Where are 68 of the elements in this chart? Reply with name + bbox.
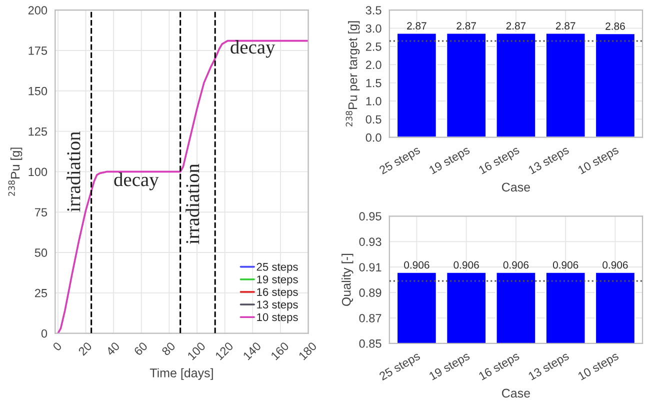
y-tick-label: 0.85 — [359, 339, 382, 348]
annotation: decay — [230, 40, 276, 58]
y-tick-label: 3.5 — [366, 6, 382, 14]
y-tick-label: 50 — [34, 248, 48, 257]
annotation: decay — [114, 172, 159, 190]
x-tick-label: 10 steps — [578, 145, 620, 176]
data-label: 0.906 — [552, 261, 578, 269]
y-tick-label: 0.0 — [366, 133, 382, 142]
y-tick-label: 0.5 — [366, 115, 382, 124]
x-tick-label: 13 steps — [528, 352, 571, 382]
x-tick-label: 25 steps — [378, 145, 422, 177]
legend-label: 13 steps — [257, 300, 298, 311]
y-tick-label: 2.0 — [366, 60, 382, 70]
y-tick-label: 0.89 — [359, 288, 382, 297]
x-tick-label: 120 — [214, 341, 234, 360]
data-label: 0.906 — [454, 261, 479, 269]
y-tick-label: 0.93 — [359, 238, 382, 246]
legend-label: 25 steps — [256, 262, 298, 273]
y-tick-label: 200 — [28, 6, 48, 14]
y-tick-label: 25 — [34, 288, 48, 298]
x-tick-label: 80 — [161, 341, 176, 356]
x-tick-label: 60 — [134, 341, 148, 356]
x-tick-label: 40 — [105, 341, 120, 356]
x-tick-label: 19 steps — [428, 352, 472, 382]
y-tick-label: 75 — [35, 208, 48, 216]
x-tick-label: 140 — [242, 341, 262, 360]
y-tick-label: 0.87 — [359, 314, 382, 322]
data-label: 0.906 — [503, 261, 529, 269]
x-tick-label: 100 — [187, 341, 206, 360]
data-label: 2.87 — [407, 22, 426, 30]
y-tick-label: 175 — [28, 46, 48, 55]
data-label: 2.86 — [606, 22, 625, 30]
y-axis-title: $^{238}$Pu [g] — [8, 148, 22, 196]
annotation: irradiation — [186, 164, 200, 244]
x-axis-title: Case — [502, 388, 530, 398]
y-axis-title: $^{238}$Pu per target [g] — [346, 21, 360, 126]
x-tick-label: 19 steps — [428, 145, 472, 176]
y-tick-label: 1.0 — [366, 97, 382, 106]
x-tick-label: 25 steps — [378, 352, 422, 383]
x-tick-label: 16 steps — [478, 145, 522, 176]
line-series — [57, 40, 308, 334]
data-label: 2.87 — [556, 22, 576, 30]
legend-label: 19 steps — [257, 275, 298, 286]
data-label: 2.87 — [456, 22, 476, 30]
y-tick-label: 0.95 — [359, 212, 382, 221]
y-tick-label: 2.5 — [366, 42, 382, 51]
data-label: 0.906 — [404, 261, 430, 269]
legend-label: 16 steps — [257, 288, 298, 298]
y-tick-label: 150 — [28, 86, 48, 96]
y-tick-label: 1.5 — [366, 78, 382, 88]
annotation: irradiation — [66, 132, 80, 212]
y-tick-label: 0 — [41, 329, 48, 338]
y-axis-title: Quality [-] — [342, 254, 354, 306]
x-axis-title: Case — [502, 182, 530, 192]
x-tick-label: 180 — [298, 341, 318, 360]
x-tick-label: 20 — [78, 341, 92, 356]
x-tick-label: 13 steps — [528, 145, 571, 176]
x-axis-title: Time [days] — [150, 368, 213, 380]
y-tick-label: 125 — [28, 127, 48, 136]
x-tick-label: 160 — [270, 341, 290, 360]
y-tick-label: 3.0 — [366, 24, 382, 33]
legend-label: 10 steps — [257, 313, 298, 324]
x-tick-label: 0 — [52, 341, 62, 352]
data-label: 0.906 — [602, 261, 628, 269]
x-tick-label: 10 steps — [578, 352, 620, 382]
data-label: 2.87 — [506, 22, 526, 30]
x-tick-label: 16 steps — [478, 352, 522, 382]
y-tick-label: 0.91 — [359, 263, 382, 272]
